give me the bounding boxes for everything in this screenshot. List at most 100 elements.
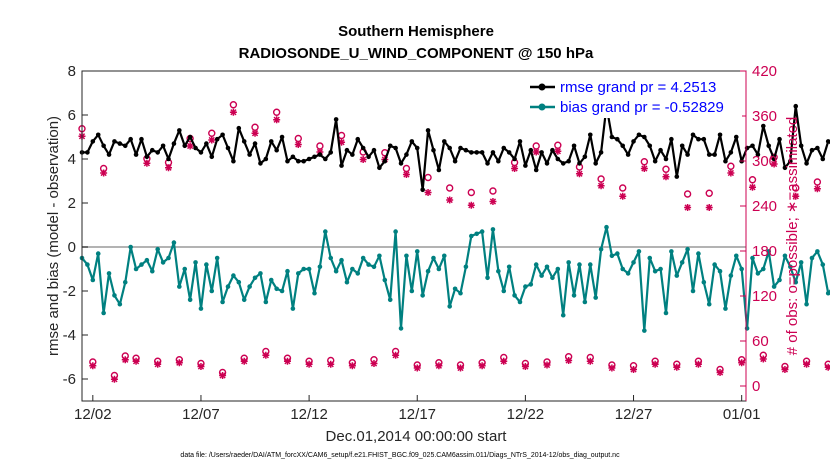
rmse-point xyxy=(204,141,209,146)
obs-possible-marker xyxy=(792,184,800,192)
bias-point xyxy=(263,299,269,305)
rmse-point xyxy=(187,134,193,140)
rmse-point xyxy=(723,158,728,164)
legend-rmse-swatch-dot xyxy=(538,83,546,91)
rmse-point xyxy=(431,147,436,153)
rmse-point xyxy=(528,147,534,153)
rmse-point xyxy=(771,156,777,162)
x-tick-label: 12/17 xyxy=(398,406,436,423)
rmse-point xyxy=(625,152,631,157)
rmse-point xyxy=(90,139,96,144)
bias-point xyxy=(587,262,593,267)
asterisk-stroke xyxy=(208,136,215,144)
asterisk-stroke xyxy=(652,361,659,368)
rmse-point xyxy=(566,158,571,164)
bias-point xyxy=(371,264,377,270)
asterisk-stroke xyxy=(197,363,205,370)
rmse-point xyxy=(571,143,577,149)
obs-assimilated-marker xyxy=(467,201,475,209)
bias-point xyxy=(788,264,793,270)
bias-point xyxy=(696,251,701,256)
asterisk-stroke xyxy=(262,352,269,359)
obs-assimilated-marker xyxy=(824,363,830,371)
obs-assimilated-marker xyxy=(673,363,681,371)
rmse-point xyxy=(598,150,604,155)
rmse-point xyxy=(544,161,550,166)
rmse-point xyxy=(560,161,566,166)
asterisk-stroke xyxy=(468,202,475,209)
rmse-point xyxy=(290,154,296,160)
bias-point xyxy=(771,284,777,289)
obs-assimilated-marker xyxy=(208,136,216,144)
rmse-point xyxy=(360,145,366,151)
legend-box xyxy=(524,74,742,118)
bias-point xyxy=(766,249,772,254)
rmse-point xyxy=(231,158,236,164)
obs-assimilated-marker xyxy=(392,351,400,359)
y-tick-left-label: 6 xyxy=(68,107,76,124)
rmse-point xyxy=(615,136,620,142)
bias-point xyxy=(566,260,571,265)
bias-point xyxy=(685,246,690,252)
rmse-point xyxy=(663,156,669,162)
bias-point xyxy=(128,244,133,250)
asterisk-stroke xyxy=(89,362,96,369)
asterisk-stroke xyxy=(414,364,421,372)
obs-assimilated-marker xyxy=(143,159,151,167)
obs-assimilated-marker xyxy=(424,189,432,196)
bias-point xyxy=(436,266,442,272)
rmse-point xyxy=(387,143,393,149)
rmse-point xyxy=(755,152,761,157)
bias-point xyxy=(209,288,215,294)
obs-assimilated-marker xyxy=(478,362,486,370)
obs-possible-marker xyxy=(489,187,497,195)
rmse-point xyxy=(647,143,653,149)
y-tick-right-label: 60 xyxy=(752,333,769,350)
rmse-point xyxy=(555,156,561,162)
y-tick-left-label: -6 xyxy=(63,371,76,388)
asterisk-stroke xyxy=(716,369,724,376)
obs-assimilated-marker xyxy=(586,357,594,365)
obs-assimilated-marker xyxy=(305,360,313,368)
bias-point xyxy=(101,310,106,316)
y-axis-label-left: rmse and bias (model - observation) xyxy=(45,116,62,356)
bias-point xyxy=(193,260,198,265)
rmse-point xyxy=(133,152,139,157)
obs-assimilated-marker xyxy=(543,361,551,369)
bias-point xyxy=(669,249,674,254)
asterisk-stroke xyxy=(511,165,518,172)
bias-point xyxy=(815,249,820,254)
bias-point xyxy=(241,297,247,303)
bias-point xyxy=(182,266,188,272)
bias-point xyxy=(333,268,339,274)
bias-point xyxy=(441,253,447,259)
rmse-point xyxy=(295,158,301,164)
rmse-point xyxy=(344,147,350,153)
obs-possible-marker xyxy=(662,165,670,173)
asterisk-stroke xyxy=(554,148,561,155)
rmse-point xyxy=(85,150,90,155)
rmse-point xyxy=(306,156,312,162)
rmse-point xyxy=(523,163,528,168)
rmse-point xyxy=(106,152,112,157)
bias-point xyxy=(393,229,398,234)
asterisk-stroke xyxy=(154,361,161,368)
obs-assimilated-marker xyxy=(803,360,811,368)
asterisk-stroke xyxy=(706,204,713,211)
obs-assimilated-marker xyxy=(283,357,291,365)
y-tick-right-label: 180 xyxy=(752,243,777,260)
bias-point xyxy=(647,255,653,261)
rmse-point xyxy=(382,158,388,164)
bias-point xyxy=(701,279,707,285)
obs-possible-marker xyxy=(813,178,822,186)
bias-point xyxy=(539,273,544,278)
x-tick-label: 12/12 xyxy=(290,406,328,423)
bias-point xyxy=(593,295,598,300)
bias-point xyxy=(106,271,112,276)
bias-point xyxy=(117,301,123,307)
asterisk-stroke xyxy=(392,352,399,359)
obs-assimilated-marker xyxy=(554,147,562,155)
bias-point xyxy=(496,268,501,274)
rmse-point xyxy=(393,145,398,151)
rmse-point xyxy=(377,165,382,171)
